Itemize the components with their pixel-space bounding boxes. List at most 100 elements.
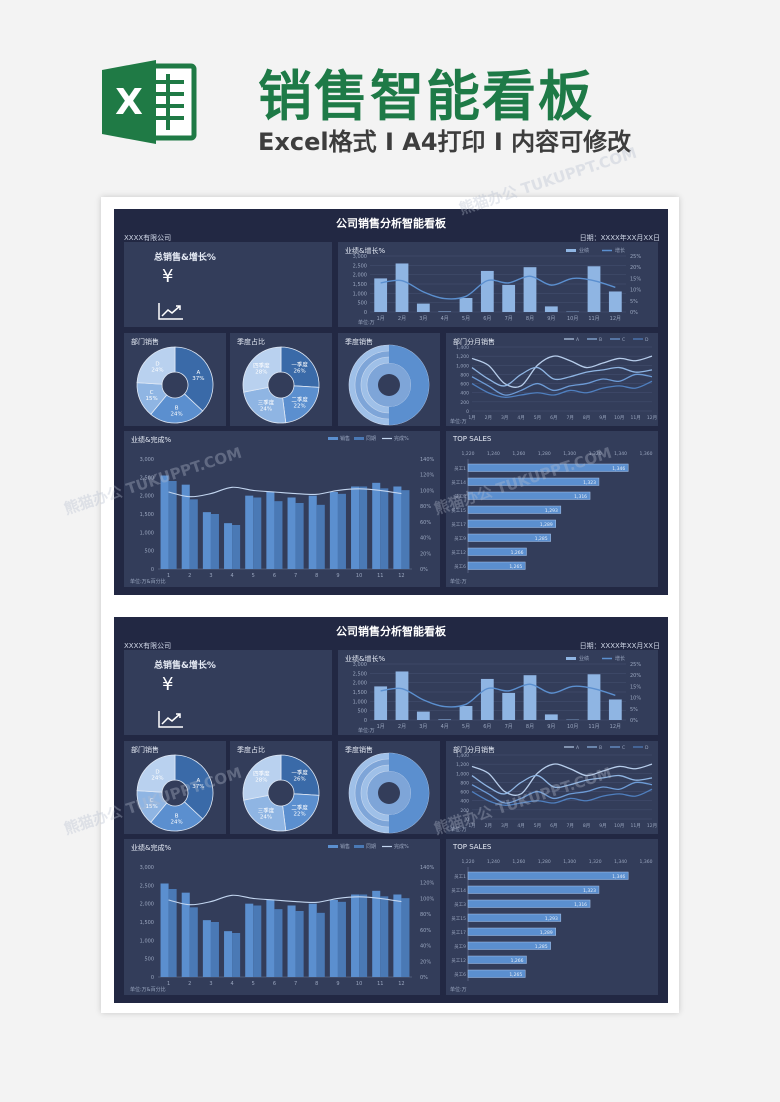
slice-label: B <box>175 813 179 819</box>
legend-label: 业绩 <box>579 655 589 662</box>
unit-label: 单位:万&百分比 <box>130 578 166 585</box>
bar-sales <box>181 484 190 569</box>
bar-sales <box>308 495 317 569</box>
perf-growth-panel[interactable]: 业绩&增长% 0 500 1,000 1,500 2,000 2,500 3,000 0% 5%… <box>338 242 658 327</box>
season-share-panel[interactable]: 季度占比 一季度 26% 二季度 22% 三季度 24% 四季度 28% <box>230 333 332 426</box>
slice-value: 24% <box>260 815 272 821</box>
y-tick-label: 1,000 <box>353 291 367 297</box>
y-tick-label: 1,500 <box>140 512 154 518</box>
data-label: 1,323 <box>583 480 596 486</box>
x-tick-label: 9月 <box>599 823 606 829</box>
y-tick-label: 1,000 <box>140 938 154 944</box>
y2-tick-label: 5% <box>630 707 638 713</box>
trend-up-icon <box>158 303 183 320</box>
dashboard-copy: 公司销售分析智能看板 XXXX有限公司 日期：XXXX年XX月XX日 总销售&增… <box>114 617 668 1003</box>
slice-value: 24% <box>260 407 272 413</box>
y2-tick-label: 20% <box>420 959 431 965</box>
y-tick-label: 1,000 <box>456 363 469 369</box>
season-sales-title: 季度销售 <box>345 746 373 754</box>
excel-logo: X <box>102 56 198 148</box>
legend-swatch <box>354 437 364 440</box>
slice-label: C <box>150 798 154 804</box>
category-label: 员工3 <box>454 494 466 500</box>
growth-line <box>380 275 616 300</box>
season-sales-chart <box>348 344 430 426</box>
y2-tick-label: 20% <box>420 551 431 557</box>
slice-value: 22% <box>293 403 305 409</box>
data-label: 1,316 <box>574 494 587 500</box>
bar <box>467 913 562 922</box>
dept-monthly-chart: 0 200 400 600 800 1,000 1,200 1,400 1月 2月 3月 4月 5月 6月… <box>450 337 657 425</box>
y2-tick-label: 5% <box>630 299 638 305</box>
bar-prior <box>253 497 262 569</box>
series-line <box>471 774 653 795</box>
x-tick-label: 2月 <box>398 316 406 322</box>
svg-text:X: X <box>115 82 143 123</box>
dept-monthly-panel[interactable]: 部门分月销售 0 200 400 600 800 1,000 1,200 1,400 1月 2月 3… <box>446 333 658 426</box>
total-sales-panel[interactable]: 总销售&增长% ¥ <box>124 242 332 327</box>
x-tick-label: 2 <box>188 981 191 987</box>
data-label: 1,289 <box>540 930 553 936</box>
bar <box>467 463 629 472</box>
data-label: 1,293 <box>545 508 558 514</box>
unit-label: 单位:万&百分比 <box>130 986 166 993</box>
completion-panel[interactable]: 业绩&完成% 0 500 1,000 1,500 2,000 2,500 3,000 0% 20… <box>124 839 440 995</box>
y2-tick-label: 25% <box>630 254 641 260</box>
top-sales-title: TOP SALES <box>453 435 492 443</box>
x-tick-label: 10月 <box>614 823 624 829</box>
dept-sales-panel[interactable]: 部门销售 A 37% B 24% C 15% D 24% <box>124 333 226 426</box>
dept-monthly-panel[interactable]: 部门分月销售 0 200 400 600 800 1,000 1,200 1,400 1月 2月 3… <box>446 741 658 834</box>
pie-slice <box>136 754 176 793</box>
slice-label: D <box>155 361 159 367</box>
legend-label: A <box>576 745 580 751</box>
bar-sales <box>245 903 254 977</box>
x-tick-label: 12 <box>398 573 404 579</box>
season-share-panel[interactable]: 季度占比 一季度 26% 二季度 22% 三季度 24% 四季度 28% <box>230 741 332 834</box>
x-tick-label: 1月 <box>377 724 385 730</box>
bar-sales <box>351 894 360 977</box>
season-sales-panel[interactable]: 季度销售 <box>338 333 440 426</box>
bar <box>467 969 526 978</box>
perf-growth-panel[interactable]: 业绩&增长% 0 500 1,000 1,500 2,000 2,500 3,000 0% 5%… <box>338 650 658 735</box>
bar <box>395 263 409 312</box>
top-sales-panel[interactable]: TOP SALES 1,220 1,240 1,260 1,280 1,300 1,320… <box>446 431 658 587</box>
y2-tick-label: 10% <box>630 288 641 294</box>
x-tick-label: 1,280 <box>538 451 551 457</box>
slice-label: C <box>150 390 154 396</box>
legend-label: D <box>645 337 649 343</box>
y2-tick-label: 0% <box>420 567 428 573</box>
y-tick-label: 2,500 <box>140 883 154 889</box>
y-tick-label: 1,200 <box>456 354 469 360</box>
ring-hole <box>378 782 400 804</box>
legend-swatch <box>328 845 338 848</box>
category-label: 员工12 <box>451 550 466 556</box>
dept-sales-panel[interactable]: 部门销售 A 37% B 24% C 15% D 24% <box>124 741 226 834</box>
legend-label: 完成% <box>394 843 409 850</box>
top-sales-panel[interactable]: TOP SALES 1,220 1,240 1,260 1,280 1,300 1,320… <box>446 839 658 995</box>
x-tick-label: 6月 <box>550 415 557 421</box>
legend-label: D <box>645 745 649 751</box>
top-sales-title: TOP SALES <box>453 843 492 851</box>
total-sales-panel[interactable]: 总销售&增长% ¥ <box>124 650 332 735</box>
bar-prior <box>295 911 304 977</box>
y-tick-label: 800 <box>460 780 469 786</box>
trend-up-icon <box>158 711 183 728</box>
x-tick-label: 7月 <box>566 415 573 421</box>
y2-tick-label: 15% <box>630 684 641 690</box>
bar-prior <box>401 898 410 977</box>
completion-line <box>168 486 402 498</box>
pie-slice <box>242 346 282 393</box>
completion-title: 业绩&完成% <box>131 436 172 444</box>
category-label: 员工14 <box>451 888 466 894</box>
y-tick-label: 800 <box>460 372 469 378</box>
series-line <box>471 366 653 387</box>
ring-hole <box>378 374 400 396</box>
season-sales-panel[interactable]: 季度销售 <box>338 741 440 834</box>
page-subtitle: Excel格式 I A4打印 I 内容可修改 <box>258 128 632 156</box>
y-tick-label: 1,000 <box>353 699 367 705</box>
completion-panel[interactable]: 业绩&完成% 0 500 1,000 1,500 2,000 2,500 3,000 0% 20… <box>124 431 440 587</box>
x-tick-label: 1,340 <box>614 859 627 865</box>
legend-label: 完成% <box>394 435 409 442</box>
dashboard-title: 公司销售分析智能看板 <box>336 217 446 230</box>
